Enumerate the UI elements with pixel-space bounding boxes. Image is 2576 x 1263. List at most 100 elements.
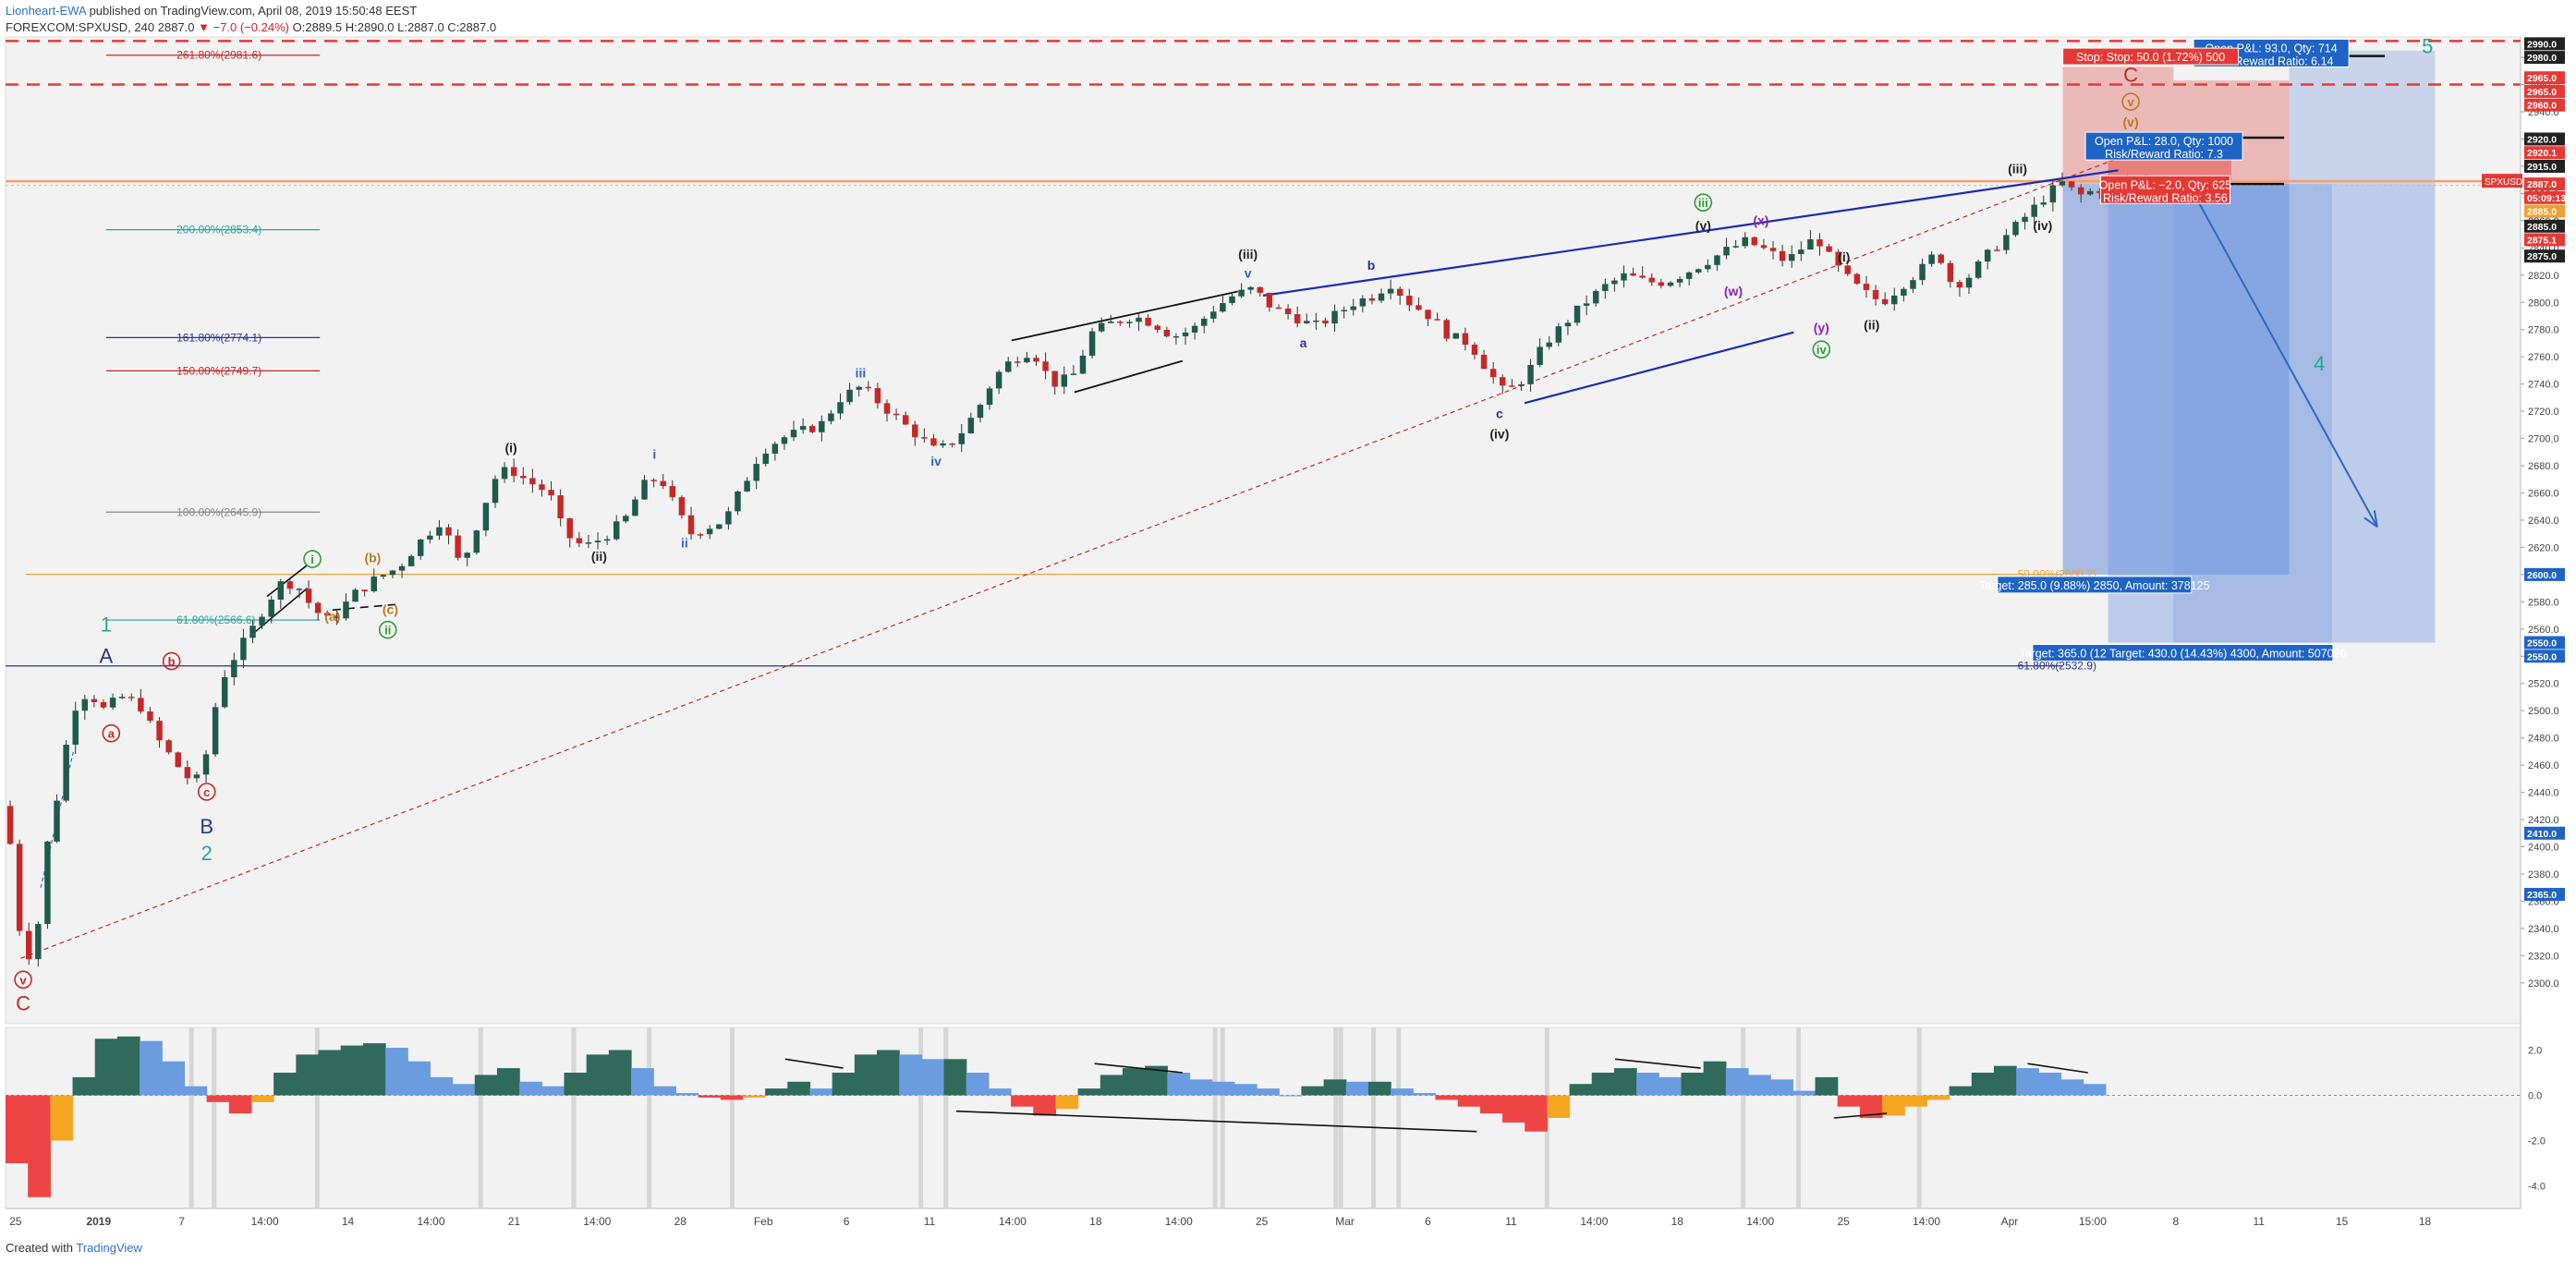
divergence-line-2[interactable] [955,1110,1477,1133]
candle-body [1088,331,1096,356]
tradingview-logo[interactable]: TradingView [76,1241,142,1255]
dashed-trendline[interactable] [20,138,2169,959]
oscillator-bar [1613,1068,1637,1096]
candle-body [1527,364,1534,384]
oscillator-bar [1457,1095,1481,1107]
divergence-line-1[interactable] [1094,1063,1183,1074]
wedge-line-a[interactable] [251,587,309,636]
candle-body [1826,246,1832,252]
y-tick-label: 2480.0 [2528,734,2559,745]
price-change: ▼ −7.0 (−0.24%) [198,20,289,34]
price-tag: 2965.0 [2527,87,2557,98]
oscillator-bar [1211,1081,1235,1096]
candle-body [1079,355,1087,374]
oscillator-bar [832,1073,856,1096]
candle-body [6,806,14,844]
price-tag: 2885.0 [2527,207,2557,218]
candle-body [1872,289,1879,299]
target-box-2[interactable]: Target: 365.0 (12 Target: 430.0 (14.43%)… [2019,644,2347,662]
oscillator-bar [407,1061,431,1096]
candle-body [492,479,499,504]
oscillator-bar [273,1073,297,1096]
price-tag-bg [2524,888,2565,902]
x-tick-label: 14:00 [999,1215,1027,1228]
session-bar [1338,1027,1343,1208]
y-tick-label: 2780.0 [2528,325,2559,336]
candle-body [808,426,816,432]
candle-body [883,403,891,414]
projection-arrow-line[interactable] [2187,183,2378,528]
wave-label: (i) [1838,249,1850,264]
reward-zone-2 [2108,184,2436,643]
candle-body [1061,374,1068,387]
candle-body [1425,310,1431,320]
wedge-upper-line[interactable] [1262,169,2119,297]
candle-body [1676,278,1683,283]
wedge-line-b[interactable] [266,564,309,598]
x-tick-label: 11 [2253,1215,2265,1228]
price-tag: 2550.0 [2527,651,2557,662]
oscillator-bar [1055,1095,1079,1110]
divergence-line-3[interactable] [1614,1058,1701,1069]
candle-body [669,486,676,498]
candlestick-series [6,172,2150,967]
wave-label: C [2123,64,2138,87]
symbol-info: FOREXCOM:SPXUSD, 240 2887.0 ▼ −7.0 (−0.2… [6,20,496,34]
target-box-1[interactable]: Target: 285.0 (9.88%) 2850, Amount: 3781… [1979,576,2210,594]
candle-body [1462,333,1469,346]
x-tick-label: 15 [2336,1215,2349,1228]
wave-label: 2 [201,842,213,865]
candle-body [958,433,965,444]
oscillator-bar [541,1086,565,1096]
oscillator-bar [1257,1088,1280,1096]
candle-body [1015,361,1021,363]
candle-body [660,480,666,487]
candle-body [678,497,686,516]
price-tag-bg [2524,219,2565,233]
wave-label: (a) [324,609,340,624]
candle-body [1416,305,1422,310]
info-box-text: Target: 365.0 (12 Target: 430.0 (14.43%)… [2019,648,2346,661]
candle-body [594,540,601,543]
oscillator-bar [921,1059,945,1096]
channel-lower-line[interactable] [1074,359,1184,394]
stop-box[interactable]: Stop: Stop: 50.0 (1.72%) 500 [2062,47,2240,66]
wave-b-line[interactable] [332,603,395,611]
wave-label: (y) [1814,321,1829,335]
candle-body [398,565,406,571]
oscillator-bar [2060,1079,2084,1096]
candle-body [259,616,265,626]
divergence-line-4[interactable] [1833,1112,1888,1119]
candle-body [1396,288,1403,297]
candle-body [1145,317,1151,326]
y-tick-label: 2760.0 [2528,352,2559,363]
published-text: published on TradingView.com, April 08, … [89,4,418,18]
wave-label: i [652,447,656,462]
candle-body [949,443,955,445]
author-link[interactable]: Lionheart-EWA [6,4,86,18]
channel-upper-line[interactable] [1011,290,1238,342]
candle-body [1881,298,1889,305]
candle-body [930,438,937,446]
candle-body [893,413,900,416]
candle-body [781,437,788,444]
candle-body [529,478,536,485]
candle-body [2040,202,2047,205]
candle-body [1695,269,1702,273]
oscillator-bar [1882,1095,1905,1116]
candle-body [632,499,638,516]
divergence-line-0[interactable] [784,1058,844,1069]
candle-body [240,638,247,661]
candle-body [1368,298,1376,301]
ohlc-values: O:2889.5 H:2890.0 L:2887.0 C:2887.0 [292,20,497,34]
candle-body [436,527,443,536]
wedge-lower-line[interactable] [1524,331,1794,405]
wave-label-circle [1812,340,1831,359]
divergence-line-5[interactable] [2027,1063,2088,1074]
oscillator-bar [742,1095,766,1098]
candle-body [548,490,554,496]
